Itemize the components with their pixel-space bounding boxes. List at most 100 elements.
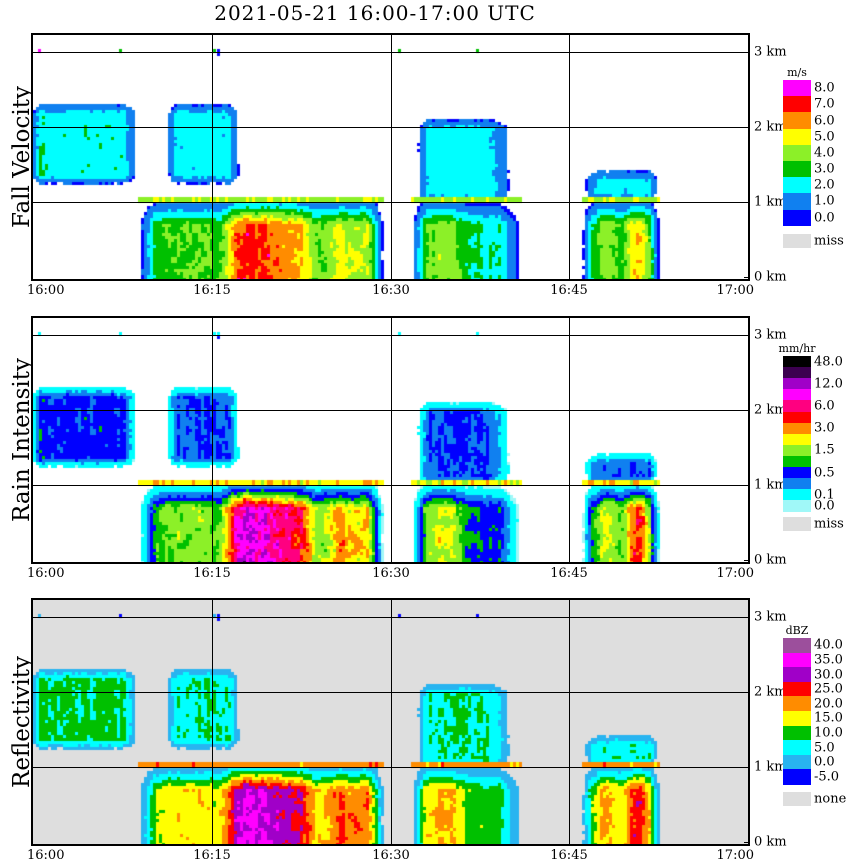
colorbar-band bbox=[783, 422, 811, 435]
y-tickmark bbox=[744, 410, 750, 411]
y-tick-rain-intensity-0: 0 km bbox=[754, 552, 787, 568]
colorbar-band bbox=[783, 209, 811, 227]
colorbar-tick-reflectivity-1: 35.0 bbox=[814, 652, 843, 668]
colorbar-tick-fall-velocity-3: 5.0 bbox=[814, 129, 835, 145]
colorbar-band bbox=[783, 411, 811, 424]
colorbar-band bbox=[783, 638, 811, 654]
colorbar-tick-fall-velocity-6: 2.0 bbox=[814, 177, 835, 193]
gridline-3km bbox=[33, 617, 748, 618]
colorbar-band bbox=[783, 193, 811, 211]
gridline-1km bbox=[33, 202, 748, 203]
colorbar-band bbox=[783, 389, 811, 401]
colorbar-band bbox=[783, 681, 811, 697]
colorbar-band bbox=[783, 489, 811, 501]
colorbar-band bbox=[783, 80, 811, 97]
gridline-3km bbox=[33, 335, 748, 336]
y-tickmark bbox=[744, 335, 750, 336]
colorbar-tick-reflectivity-8: 0.0 bbox=[814, 754, 835, 770]
y-tickmark bbox=[744, 277, 750, 278]
colorbar-tick-fall-velocity-5: 3.0 bbox=[814, 161, 835, 177]
colorbar-tick-reflectivity-0: 40.0 bbox=[814, 637, 843, 653]
panel-label-text: Reflectivity bbox=[9, 656, 35, 788]
x-tick-rain-intensity-3: 16:45 bbox=[550, 566, 588, 581]
colorbar-band bbox=[783, 444, 811, 457]
gridline-15min bbox=[212, 35, 213, 279]
x-tick-rain-intensity-1: 16:15 bbox=[193, 566, 231, 581]
y-tickmark bbox=[744, 842, 750, 843]
y-tickmark bbox=[744, 127, 750, 128]
gridline-45min bbox=[569, 318, 570, 562]
colorbar-band bbox=[783, 161, 811, 178]
x-tick-fall-velocity-4: 17:00 bbox=[716, 283, 754, 298]
y-tick-reflectivity-2: 2 km bbox=[754, 684, 787, 700]
colorbar-band bbox=[783, 112, 811, 130]
colorbar-band bbox=[783, 667, 811, 683]
colorbar-gradient-fall-velocity bbox=[783, 80, 811, 227]
colorbar-band bbox=[783, 96, 811, 113]
colorbar-band bbox=[783, 769, 811, 785]
panel-label-text: Fall Velocity bbox=[9, 86, 35, 228]
colorbar-tick-fall-velocity-0: 8.0 bbox=[814, 80, 835, 96]
gridline-2km bbox=[33, 410, 748, 411]
x-tick-reflectivity-0: 16:00 bbox=[27, 848, 65, 863]
colorbar-tick-rain-intensity-2: 6.0 bbox=[814, 398, 835, 414]
colorbar-tick-reflectivity-7: 5.0 bbox=[814, 740, 835, 756]
colorbar-band bbox=[783, 128, 811, 146]
y-tick-fall-velocity-0: 0 km bbox=[754, 269, 787, 285]
x-tick-fall-velocity-3: 16:45 bbox=[550, 283, 588, 298]
colorbar-missing-label-rain-intensity: miss bbox=[814, 516, 844, 532]
colorbar-units-rain-intensity: mm/hr bbox=[778, 342, 816, 355]
y-tickmark bbox=[744, 617, 750, 618]
colorbar-gradient-rain-intensity bbox=[783, 356, 811, 512]
y-tick-reflectivity-0: 0 km bbox=[754, 834, 787, 850]
colorbar-band bbox=[783, 652, 811, 668]
y-tick-reflectivity-1: 1 km bbox=[754, 759, 787, 775]
colorbar-gradient-reflectivity bbox=[783, 638, 811, 785]
gridline-45min bbox=[569, 35, 570, 279]
colorbar-units-fall-velocity: m/s bbox=[787, 66, 807, 79]
colorbar-band bbox=[783, 356, 811, 368]
colorbar-tick-rain-intensity-6: 0.1 bbox=[814, 487, 835, 503]
colorbar-band bbox=[783, 711, 811, 727]
plot-area-fall-velocity bbox=[31, 33, 750, 281]
gridline-2km bbox=[33, 692, 748, 693]
gridline-30min bbox=[391, 35, 392, 279]
gridline-1km bbox=[33, 485, 748, 486]
colorbar-band bbox=[783, 144, 811, 162]
colorbar-band bbox=[783, 500, 811, 512]
y-tickmark bbox=[744, 202, 750, 203]
gridline-15min bbox=[212, 600, 213, 844]
colorbar-tick-fall-velocity-2: 6.0 bbox=[814, 113, 835, 129]
radar-echo-canvas-reflectivity bbox=[33, 600, 748, 844]
x-tick-fall-velocity-0: 16:00 bbox=[27, 283, 65, 298]
x-tick-rain-intensity-2: 16:30 bbox=[372, 566, 410, 581]
colorbar-band bbox=[783, 467, 811, 479]
y-tick-reflectivity-3: 3 km bbox=[754, 609, 787, 625]
gridline-30min bbox=[391, 318, 392, 562]
colorbar-band bbox=[783, 433, 811, 446]
x-tick-reflectivity-4: 17:00 bbox=[716, 848, 754, 863]
y-tick-fall-velocity-2: 2 km bbox=[754, 119, 787, 135]
colorbar-missing-label-reflectivity: none bbox=[814, 791, 847, 807]
y-tick-rain-intensity-2: 2 km bbox=[754, 402, 787, 418]
y-tickmark bbox=[744, 52, 750, 53]
colorbar-missing-swatch-reflectivity bbox=[783, 792, 811, 806]
colorbar-tick-reflectivity-3: 25.0 bbox=[814, 681, 843, 697]
colorbar-band bbox=[783, 754, 811, 770]
colorbar-band bbox=[783, 367, 811, 379]
colorbar-band bbox=[783, 400, 811, 413]
colorbar-tick-reflectivity-2: 30.0 bbox=[814, 667, 843, 683]
colorbar-band bbox=[783, 455, 811, 468]
colorbar-band bbox=[783, 177, 811, 194]
colorbar-tick-rain-intensity-7: 0.0 bbox=[814, 498, 835, 514]
colorbar-tick-reflectivity-6: 10.0 bbox=[814, 725, 843, 741]
y-tickmark bbox=[744, 485, 750, 486]
y-tickmark bbox=[744, 692, 750, 693]
colorbar-missing-label-fall-velocity: miss bbox=[814, 233, 844, 249]
